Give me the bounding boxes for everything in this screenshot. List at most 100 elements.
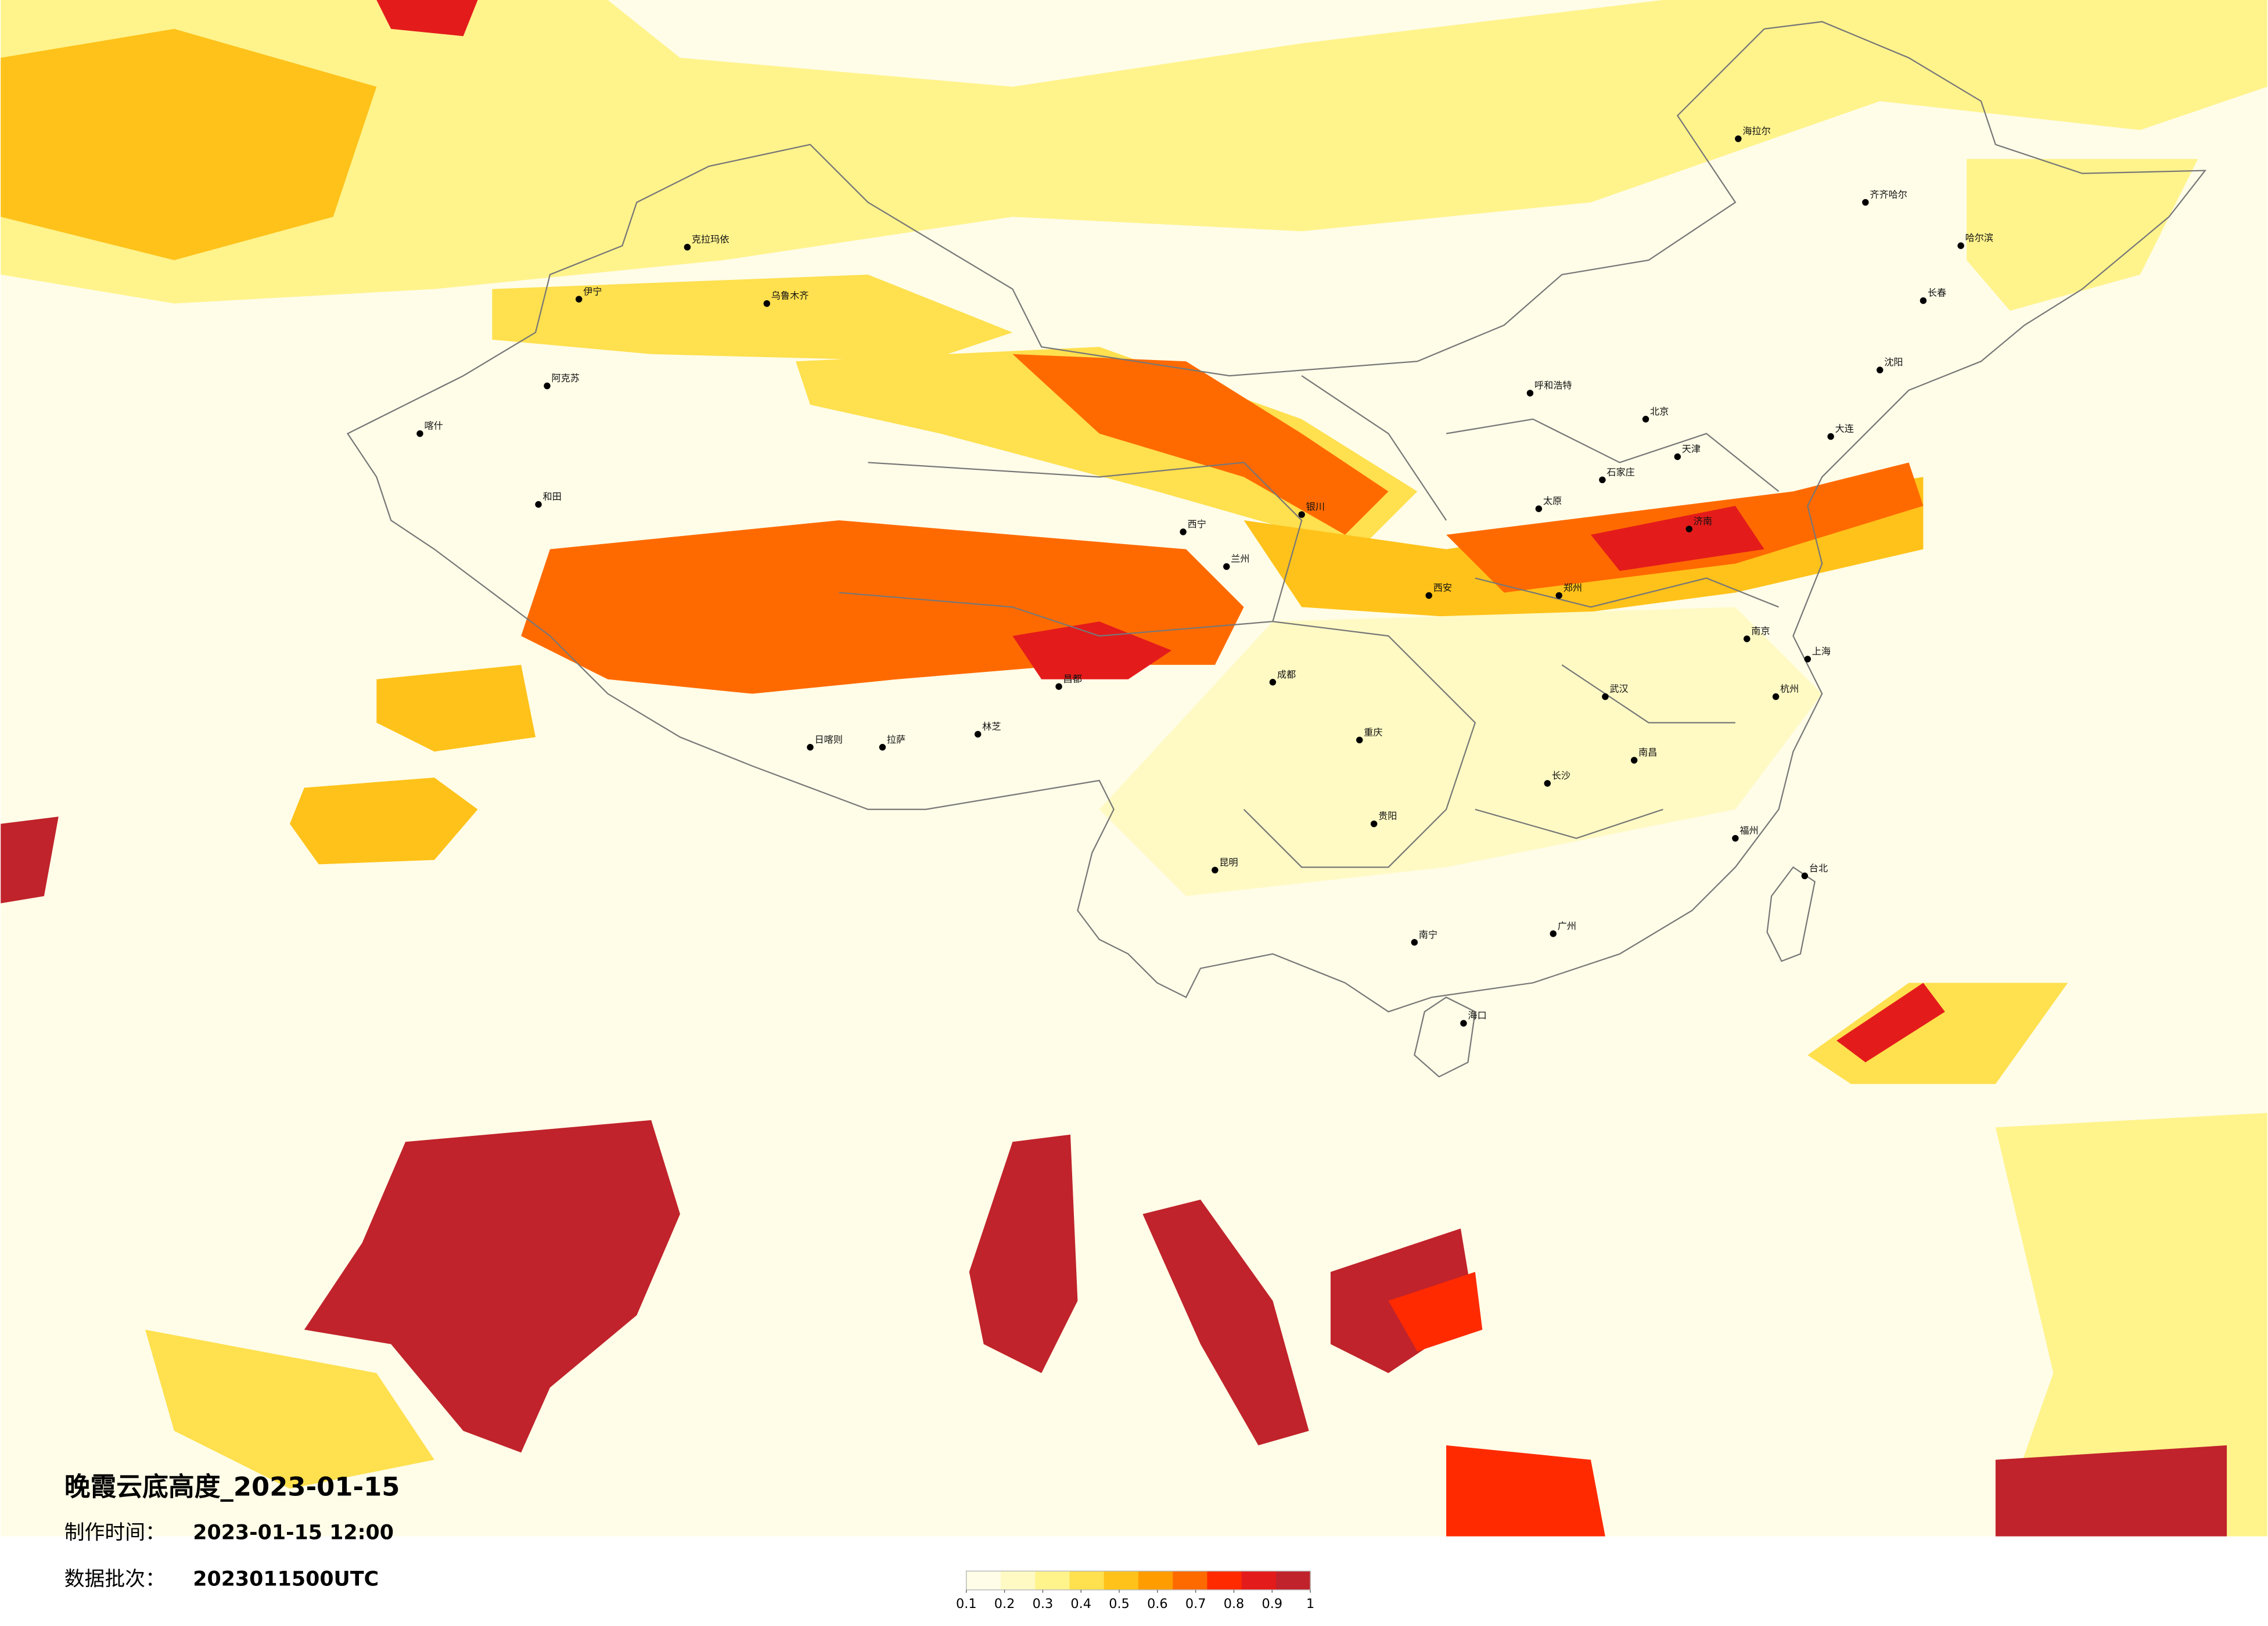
made-label: 制作时间：	[64, 1521, 166, 1545]
city-label: 天津	[1682, 444, 1701, 455]
city-label: 昌都	[1063, 673, 1082, 684]
legend-swatch	[1241, 1571, 1277, 1590]
legend-swatch	[1069, 1571, 1105, 1590]
city-dot	[1180, 528, 1187, 535]
city-dot	[1957, 242, 1964, 249]
legend-frame	[966, 1570, 1311, 1591]
legend-swatch	[966, 1571, 1001, 1590]
city-dot	[1862, 199, 1869, 206]
city-dot	[1599, 476, 1606, 484]
city-dot	[1223, 563, 1230, 570]
city-label: 成都	[1277, 669, 1296, 680]
city-label: 克拉玛依	[692, 234, 729, 245]
cloud-field	[1, 0, 2267, 1537]
cloud-patch	[796, 347, 1418, 549]
city-dot	[1827, 433, 1834, 440]
cloud-patch	[1807, 983, 2068, 1084]
city-dot	[416, 430, 423, 437]
cloud-patch	[1836, 983, 1945, 1063]
city-label: 林芝	[982, 721, 1001, 732]
city-dot	[1555, 592, 1562, 599]
city-dot	[1411, 939, 1418, 946]
city-label: 昆明	[1219, 857, 1238, 868]
city-dot	[1356, 736, 1363, 744]
city-label: 和田	[543, 491, 562, 502]
city-label: 南宁	[1419, 929, 1437, 940]
province-border	[1301, 375, 1780, 839]
legend-tick-label: 0.6	[1147, 1596, 1168, 1611]
city-label: 上海	[1812, 646, 1831, 657]
city-dot	[1801, 872, 1809, 879]
city-dot	[684, 243, 691, 251]
legend-swatch	[1138, 1571, 1173, 1590]
city-label: 太原	[1543, 495, 1562, 506]
city-dot	[1370, 820, 1378, 828]
city-label: 郑州	[1563, 582, 1582, 593]
cloud-patch	[376, 664, 536, 752]
cloud-patch	[969, 1134, 1078, 1373]
city-label: 呼和浩特	[1534, 380, 1572, 391]
cloud-patch	[1967, 159, 2198, 311]
city-label: 台北	[1809, 862, 1828, 873]
city-dot	[1772, 693, 1780, 700]
city-label: 银川	[1306, 501, 1325, 512]
legend-swatch	[1001, 1571, 1036, 1590]
city-label: 兰州	[1231, 553, 1249, 564]
city-dot	[1920, 297, 1927, 304]
city-label: 石家庄	[1606, 466, 1634, 477]
city-dot	[1735, 135, 1742, 142]
boundaries	[346, 21, 2207, 1078]
city-dot	[544, 382, 551, 390]
city-dot	[1804, 656, 1811, 663]
city-label: 阿克苏	[551, 373, 579, 384]
batch-value: 2023011500UTC	[193, 1567, 379, 1591]
cloud-patch	[492, 274, 1013, 362]
legend-tick-label: 1	[1306, 1596, 1314, 1611]
cloud-patch	[1995, 1113, 2267, 1537]
cloud-patch	[1, 816, 59, 904]
city-dot	[1602, 693, 1609, 700]
city-dot	[1526, 390, 1534, 397]
batch-label: 数据批次：	[64, 1567, 166, 1591]
cloud-patch	[1590, 506, 1764, 571]
city-label: 伊宁	[583, 286, 602, 297]
legend-swatch	[1207, 1571, 1242, 1590]
city-label: 长沙	[1552, 770, 1570, 781]
made-time: 2023-01-15 12:00	[193, 1521, 394, 1545]
city-label: 南京	[1751, 625, 1770, 636]
city-label: 海口	[1468, 1010, 1486, 1021]
city-label: 武汉	[1609, 684, 1628, 695]
city-label: 乌鲁木齐	[771, 290, 809, 301]
city-dot	[576, 296, 583, 303]
city-label: 南昌	[1638, 747, 1657, 758]
cloud-patch	[1995, 1445, 2227, 1537]
cloud-patch	[145, 1329, 434, 1489]
colorbar: 0.1 0.2 0.3 0.4 0.5 0.6 0.7 0.8 0.9 1	[956, 1570, 1314, 1611]
legend-tick-label: 0.5	[1109, 1596, 1130, 1611]
city-label: 广州	[1558, 920, 1576, 931]
legend-tick-label: 0.9	[1262, 1596, 1283, 1611]
city-dot	[1269, 679, 1277, 686]
country-outline	[346, 21, 2207, 1013]
city-label: 北京	[1650, 406, 1669, 417]
cloud-patch	[1, 28, 377, 261]
cloud-patch	[1142, 1199, 1309, 1445]
city-label: 海拉尔	[1742, 125, 1770, 136]
city-label: 大连	[1835, 423, 1854, 434]
city-dot	[1055, 683, 1062, 690]
city-label: 贵阳	[1378, 811, 1397, 822]
city-label: 济南	[1694, 516, 1712, 527]
city-dot	[807, 744, 814, 751]
island-outline	[1766, 866, 1816, 962]
legend-tick-label: 0.3	[1033, 1596, 1054, 1611]
cloud-patch	[1, 0, 2267, 304]
legend-swatch	[1275, 1571, 1311, 1590]
cloud-patch	[1446, 1445, 1605, 1537]
legend-tick-label: 0.4	[1070, 1596, 1091, 1611]
city-label: 日喀则	[814, 734, 842, 745]
city-dot	[1298, 511, 1305, 518]
city-dot	[1212, 866, 1219, 874]
city-label: 沈阳	[1884, 357, 1903, 368]
city-dot	[1732, 834, 1739, 842]
